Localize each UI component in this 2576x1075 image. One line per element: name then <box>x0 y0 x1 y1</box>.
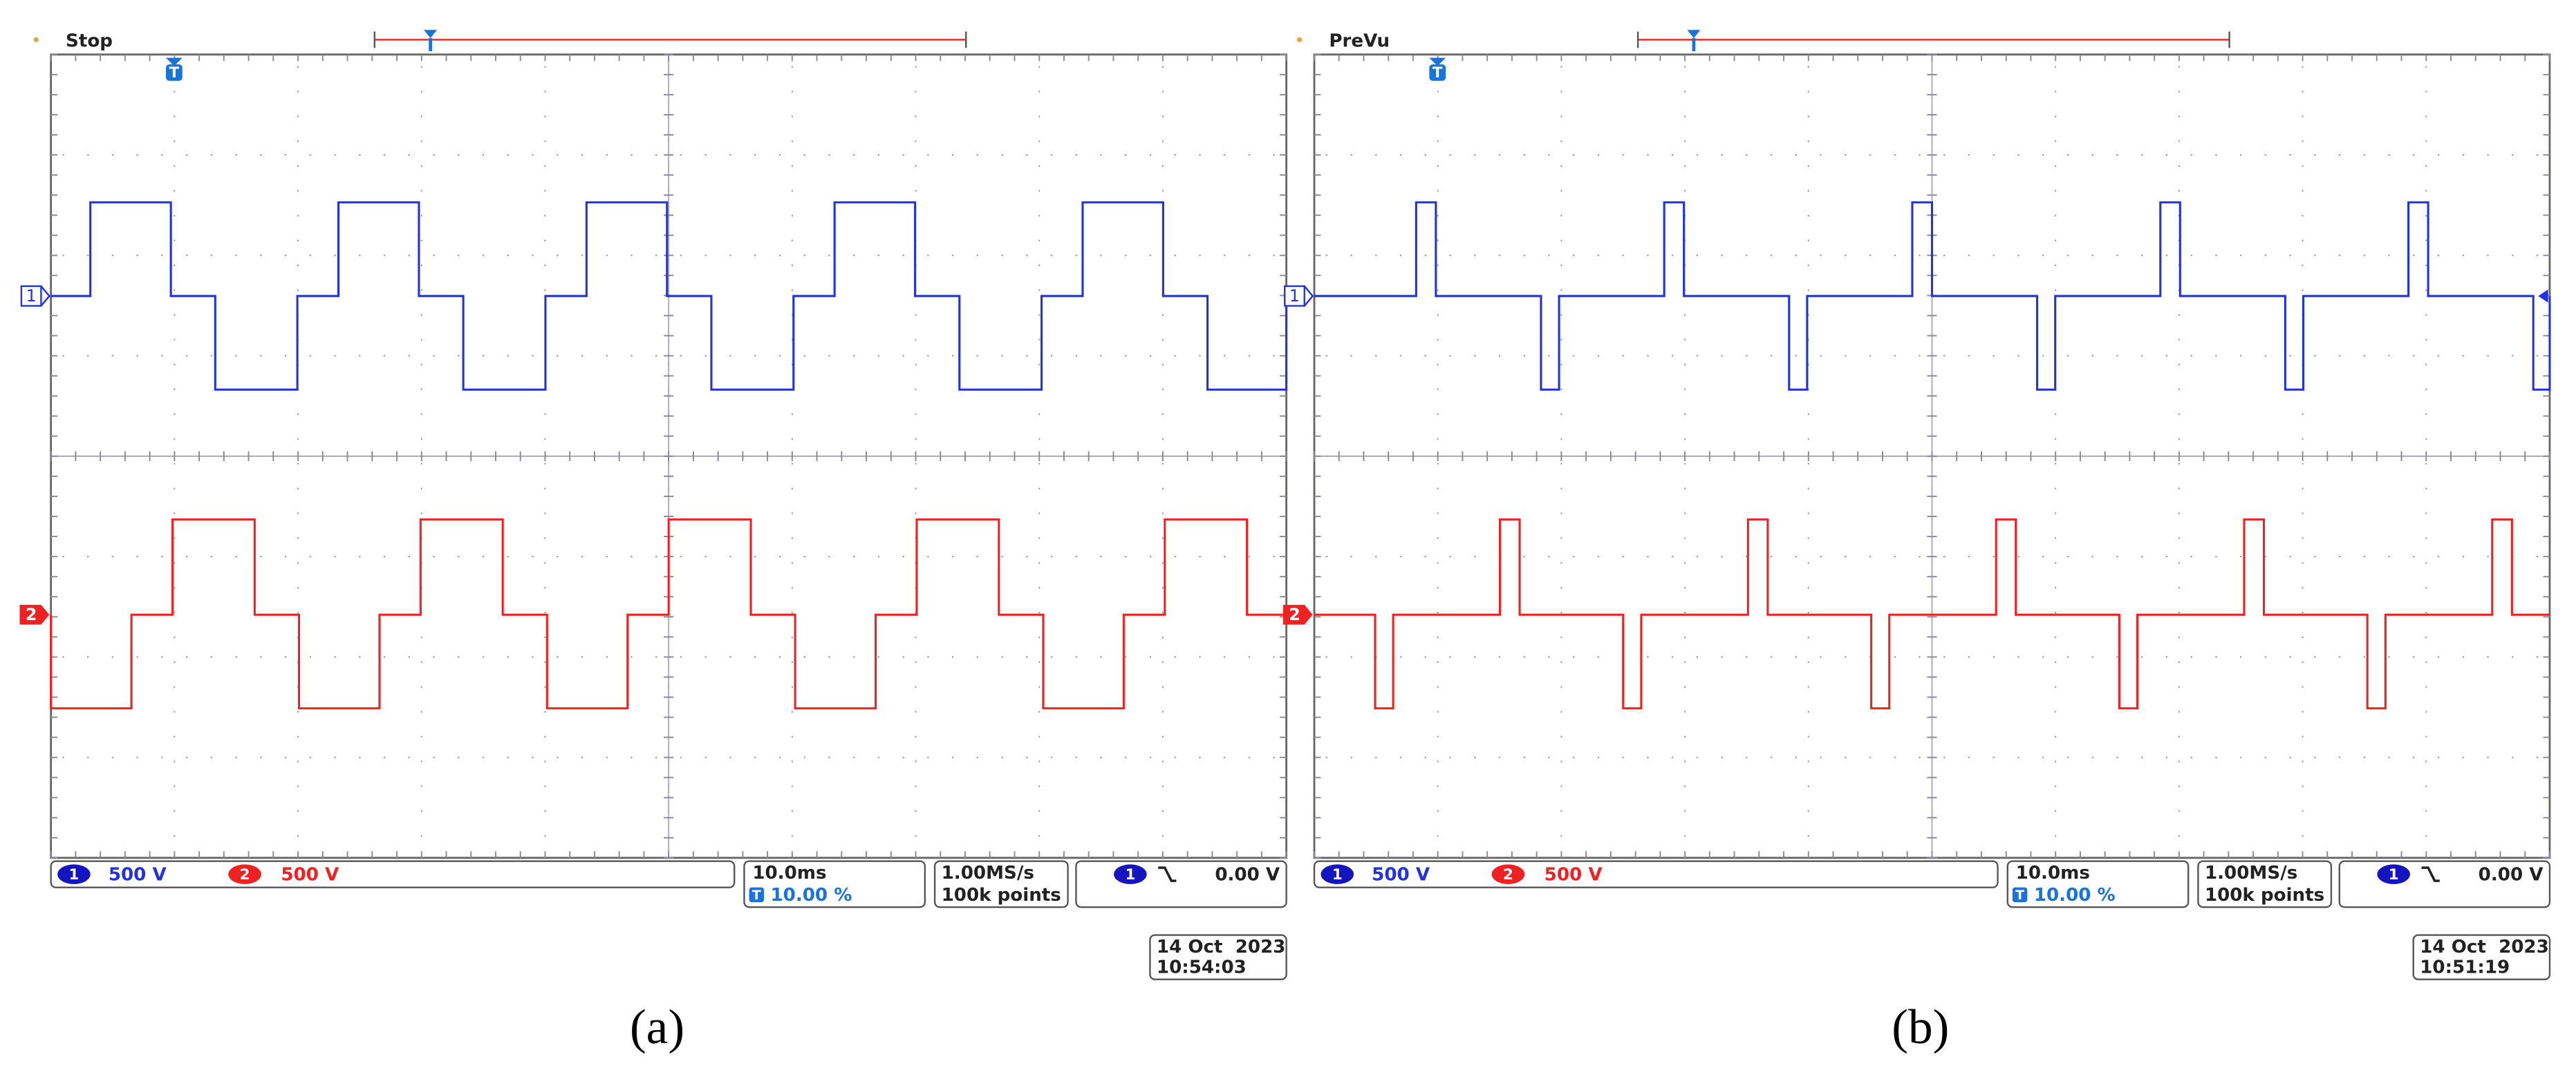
timebase: 10.0ms <box>2016 863 2090 884</box>
trigger-pos-icon <box>749 887 764 903</box>
ch2-badge <box>1491 864 1525 884</box>
timebase-box <box>743 860 926 908</box>
sample-rate: 1.00MS/s <box>2205 863 2297 884</box>
trigger-marker <box>1429 57 1446 66</box>
ch2-marker-box <box>19 604 50 625</box>
ch1-badge-label: 1 <box>68 866 79 884</box>
waveform <box>1314 518 2550 710</box>
ch1-marker: 1 <box>26 286 37 306</box>
sample-rate: 1.00MS/s <box>942 863 1034 884</box>
trigger-position: 10.00 % <box>2034 885 2116 906</box>
waveform <box>50 518 1287 710</box>
datetime-box <box>1149 934 1287 980</box>
record-trigger-marker <box>424 30 438 39</box>
trigger-level: 0.00 V <box>1215 864 1280 885</box>
ch1-scale: 500 V <box>109 864 167 885</box>
ch2-scale: 500 V <box>281 864 339 885</box>
ch2-marker-box <box>1282 604 1313 625</box>
trigger-source: 1 <box>2389 866 2399 884</box>
ch2-badge <box>228 864 261 884</box>
trigger-level: 0.00 V <box>2479 864 2544 885</box>
date: 14 Oct 2023 <box>1157 937 1286 957</box>
record-length: 100k points <box>2205 885 2324 906</box>
ch1-badge-label: 1 <box>1332 866 1343 884</box>
timebase-box <box>2006 860 2190 908</box>
waveform <box>50 201 1288 391</box>
caption: (b) <box>1892 1000 1949 1054</box>
ch2-badge-label: 2 <box>1503 866 1513 884</box>
caption: (a) <box>630 1000 684 1054</box>
trigger-pos-icon <box>2012 887 2028 903</box>
ch2-marker: 2 <box>26 605 37 624</box>
scope-panel: Stop T 1 2 1 500 V 2 500 V 10.0ms T 10.00 % 1.00MS/… <box>19 30 1288 1054</box>
time: 10:54:03 <box>1157 957 1247 978</box>
ch1-scale: 500 V <box>1372 864 1430 885</box>
trigger-source: 1 <box>1125 866 1135 884</box>
record-trigger-marker <box>1687 30 1701 39</box>
time: 10:51:19 <box>2420 957 2510 978</box>
ch2-scale: 500 V <box>1544 864 1603 885</box>
status-label: PreVu <box>1329 30 1390 51</box>
waveform <box>1314 201 2551 391</box>
scope-panel: PreVu T 1 2 1 500 V 2 500 V 10.0ms T 10.00 % 1.00MS… <box>1282 30 2551 1054</box>
trigger-position: 10.00 % <box>770 885 852 906</box>
trigger-marker-box <box>166 64 183 81</box>
acquisition-box <box>2197 860 2333 908</box>
status-dot <box>33 37 39 43</box>
ch1-badge <box>1320 864 1354 884</box>
timebase: 10.0ms <box>752 863 826 884</box>
ch1-marker-tip <box>1303 286 1314 307</box>
status-dot <box>1297 37 1303 43</box>
ch2-badge-label: 2 <box>240 866 250 884</box>
trigger-source-badge <box>1114 864 1147 884</box>
ch1-marker-box <box>20 285 42 307</box>
acquisition-box <box>933 860 1069 908</box>
trigger-marker <box>166 57 183 66</box>
ch1-marker-tip <box>40 286 50 307</box>
channel-readout-box <box>1313 860 1999 888</box>
record-length: 100k points <box>942 885 1061 906</box>
trigger-level-arrow <box>2538 289 2548 303</box>
trigger-marker-label: T <box>1432 64 1443 82</box>
trigger-slope-icon <box>2421 866 2440 882</box>
trigger-pos-icon-label: T <box>2015 888 2024 903</box>
ch1-badge <box>57 864 91 884</box>
datetime-box <box>2412 934 2551 980</box>
ch2-marker: 2 <box>1289 605 1300 624</box>
trigger-source-badge <box>2377 864 2410 884</box>
trigger-pos-icon-label: T <box>752 888 761 903</box>
date: 14 Oct 2023 <box>2420 937 2549 957</box>
status-label: Stop <box>66 30 113 51</box>
channel-readout-box <box>50 860 736 888</box>
trigger-slope-icon <box>1158 866 1177 882</box>
trigger-marker-label: T <box>169 64 180 82</box>
ch1-marker-box <box>1284 285 1305 307</box>
trigger-marker-box <box>1429 64 1446 81</box>
ch1-marker: 1 <box>1289 286 1300 306</box>
